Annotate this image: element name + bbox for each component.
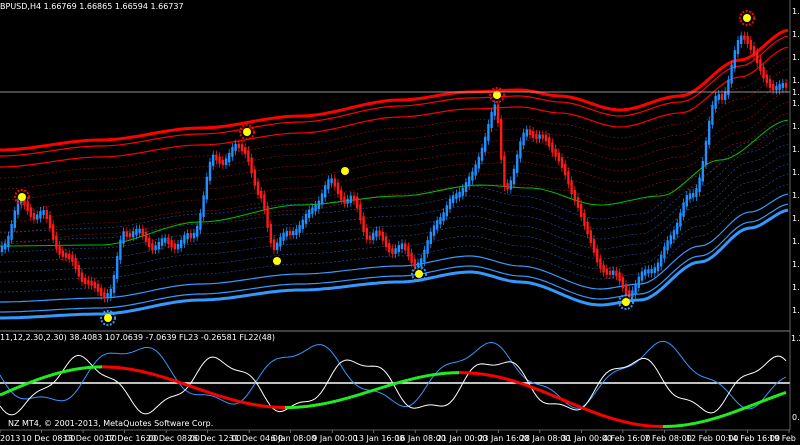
- price-scale-label: 1.: [792, 122, 800, 131]
- time-axis-label: 6 Jan 08:00: [271, 434, 317, 443]
- time-axis-label: 21 Jan 00:00: [437, 434, 488, 443]
- time-axis-label: 20 Dec 08:00: [146, 434, 200, 443]
- time-axis-label: 28 Jan 08:00: [520, 434, 571, 443]
- time-axis-label: 26 Dec 12:00: [188, 434, 242, 443]
- time-axis-label: 4 Feb 16:00: [603, 434, 650, 443]
- price-scale-label: 1.: [792, 99, 800, 108]
- time-axis-label: 31 Jan 00:00: [561, 434, 612, 443]
- current-price-label: 1.: [792, 88, 800, 97]
- time-axis-label: 19 Feb: [769, 434, 796, 443]
- price-scale-label: 1.: [792, 30, 800, 39]
- price-scale-label: 1.: [792, 168, 800, 177]
- price-scale-label: 1.: [792, 237, 800, 246]
- time-axis-label: 17 Dec 16:00: [105, 434, 159, 443]
- indicator-caption: 11,12,2.30,2.30) 38.4083 107.0639 -7.063…: [0, 333, 275, 342]
- indicator-scale-top: 1.2: [791, 334, 800, 343]
- envelope-bands: [0, 28, 789, 320]
- copyright-text: NZ MT4, © 2001-2013, MetaQuotes Software…: [8, 419, 213, 428]
- time-axis-label: 23 Jan 16:00: [478, 434, 529, 443]
- price-scale-label: 1.: [792, 191, 800, 200]
- candles: [0, 31, 788, 303]
- price-scale-label: 1.: [792, 145, 800, 154]
- time-axis-label: 10 Dec 08:00: [22, 434, 76, 443]
- price-scale: 1. 1. 1. 1. 1. 1. 1. 1. 1. 1. 1. 1. 1. 1.: [792, 7, 800, 315]
- time-axis-label: 16 Jan 08:00: [395, 434, 446, 443]
- time-axis-label: 13 Dec 00:00: [63, 434, 117, 443]
- price-scale-label: 1.: [792, 214, 800, 223]
- time-axis-label: 9 Jan 00:00: [312, 434, 358, 443]
- signal-stars: [14, 10, 755, 326]
- time-axis-label: 31 Dec 04:00: [229, 434, 283, 443]
- time-axis-label: 14 Feb 16:00: [727, 434, 779, 443]
- price-scale-label: 1.: [792, 260, 800, 269]
- time-axis-label: 12 Feb 00:00: [686, 434, 738, 443]
- time-axis-label: 2013: [0, 434, 20, 443]
- price-scale-label: 1.: [792, 306, 800, 315]
- symbol-caption: BPUSD,H4 1.66769 1.66865 1.66594 1.66737: [0, 2, 184, 11]
- price-scale-label: 1.: [792, 53, 800, 62]
- oscillator-window: [0, 340, 790, 429]
- price-scale-label: 1.: [792, 76, 800, 85]
- time-axis-label: 13 Jan 16:00: [354, 434, 405, 443]
- price-scale-label: 1.: [792, 7, 800, 16]
- indicator-scale-bottom: 0.: [792, 413, 800, 422]
- price-scale-label: 1.: [792, 283, 800, 292]
- time-axis-label: 7 Feb 08:00: [644, 434, 691, 443]
